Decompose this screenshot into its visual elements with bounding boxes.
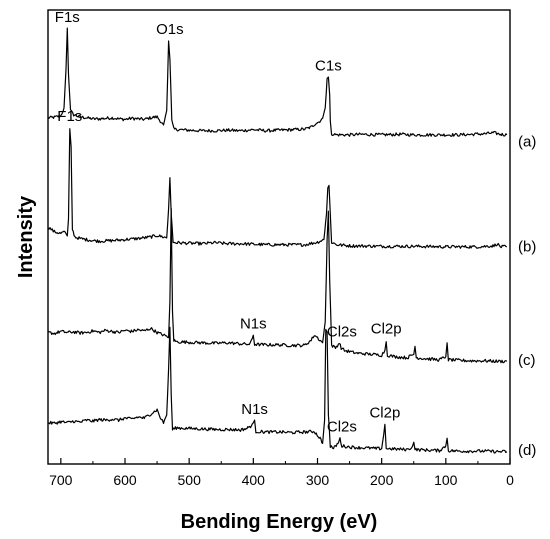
peak-label: N1s xyxy=(240,315,267,332)
peak-label: Cl2p xyxy=(371,321,402,338)
peak-annotations: F1s O1s C1s F1s N1s Cl2s Cl2p N1s Cl2s Cl2p xyxy=(55,9,402,436)
x-axis: 700 600 500 400 300 200 100 0 xyxy=(49,458,514,488)
spectrum-line-c xyxy=(47,208,508,364)
peak-label: Cl2s xyxy=(327,419,357,436)
x-tick-label: 600 xyxy=(113,472,137,488)
plot-area xyxy=(47,9,511,465)
x-tick-label: 500 xyxy=(178,472,202,488)
spectrum-line-b xyxy=(47,128,507,249)
peak-label: F1s xyxy=(57,108,82,125)
peak-label: Cl2s xyxy=(327,324,357,341)
peak-label: C1s xyxy=(315,57,342,74)
peak-label: N1s xyxy=(241,401,268,418)
x-tick-label: 0 xyxy=(506,472,514,488)
peak-label: F1s xyxy=(55,9,80,26)
x-tick-label: 400 xyxy=(242,472,266,488)
series-labels: (a) (b) (c) (d) xyxy=(518,133,536,459)
peak-label: Cl2p xyxy=(369,405,400,422)
y-axis-title: Intensity xyxy=(15,195,37,278)
plot-frame xyxy=(47,9,511,465)
peak-label: O1s xyxy=(156,21,184,38)
series-label-c: (c) xyxy=(518,352,536,369)
x-tick-label: 300 xyxy=(306,472,330,488)
x-axis-title: Bending Energy (eV) xyxy=(181,511,378,533)
series-label-b: (b) xyxy=(518,238,536,255)
spectrum-line-d xyxy=(47,326,508,454)
spectrum-line-a xyxy=(47,27,508,137)
series-label-d: (d) xyxy=(518,442,536,459)
series-label-a: (a) xyxy=(518,133,536,150)
x-tick-label: 100 xyxy=(434,472,458,488)
x-tick-label: 200 xyxy=(370,472,394,488)
x-tick-label: 700 xyxy=(49,472,73,488)
spectra-group xyxy=(47,27,508,454)
